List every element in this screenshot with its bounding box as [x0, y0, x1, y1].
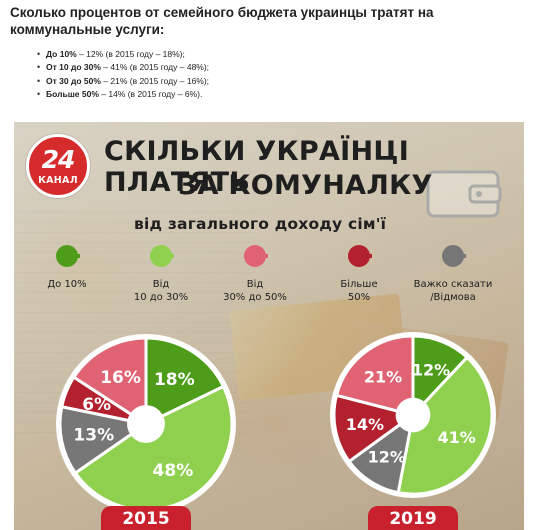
- pie-label: 18%: [154, 370, 195, 390]
- pie-slice: [73, 384, 234, 512]
- pie-slice: [71, 336, 148, 427]
- pie-label: 6%: [82, 395, 111, 415]
- legend-marker: [442, 245, 466, 267]
- list-item: До 10% – 12% (в 2015 году – 18%);: [37, 48, 524, 62]
- pie-center-hole: [127, 405, 165, 443]
- article-text: Сколько процентов от семейного бюджета у…: [0, 0, 534, 122]
- pie-chart-2015: 18% 48% 13% 6% 16%: [56, 334, 236, 514]
- pie-slice: [334, 334, 415, 417]
- pie-chart-2019: 12% 41% 12% 14% 21%: [330, 332, 496, 498]
- pie-label: 13%: [73, 426, 114, 446]
- legend-marker: [150, 245, 174, 267]
- pie-center-hole: [395, 397, 431, 433]
- pie-label: 41%: [437, 428, 475, 447]
- pie-slice: [332, 393, 417, 464]
- year-badge-2015: 2015: [101, 506, 191, 530]
- pie-label: 48%: [153, 461, 194, 481]
- article-heading: Сколько процентов от семейного бюджета у…: [10, 5, 434, 37]
- logo-text: КАНАЛ: [38, 175, 78, 186]
- wallet-icon: [426, 170, 502, 218]
- list-item: От 10 до 30% – 41% (в 2015 году – 48%);: [37, 61, 524, 75]
- pie-label: 12%: [368, 447, 406, 466]
- logo-number: 24: [41, 145, 76, 174]
- infographic: 24 КАНАЛ СКІЛЬКИ УКРАЇНЦІ ПЛАТЯТЬ ЗА КОМ…: [14, 122, 524, 530]
- legend-item: Від 30% до 50%: [210, 243, 300, 304]
- stats-list: До 10% – 12% (в 2015 году – 18%); От 10 …: [10, 48, 524, 102]
- legend-marker: [348, 245, 372, 267]
- legend-item: Більше 50%: [314, 243, 404, 304]
- list-item: Больше 50% – 14% (в 2015 году – 6%).: [37, 88, 524, 102]
- legend-label: Від 10 до 30%: [133, 279, 189, 303]
- list-item: От 30 до 50% – 21% (в 2015 году – 16%);: [37, 75, 524, 89]
- legend-label: Важко сказати /Відмова: [413, 279, 493, 303]
- legend-item: Важко сказати /Відмова: [408, 243, 498, 304]
- legend-item: Від 10 до 30%: [116, 243, 206, 304]
- pie-label: 14%: [346, 415, 384, 434]
- infographic-title-line2: ЗА КОМУНАЛКУ: [178, 170, 433, 201]
- legend-label: Більше 50%: [340, 279, 378, 303]
- legend-label: До 10%: [47, 279, 87, 290]
- legend-marker: [56, 245, 80, 267]
- pie-slice: [396, 355, 494, 496]
- infographic-title-line1: СКІЛЬКИ УКРАЇНЦІ ПЛАТЯТЬ: [104, 136, 410, 198]
- pie-slice: [144, 336, 226, 427]
- year-badge-2019: 2019: [368, 506, 458, 530]
- infographic-subtitle: від загального доходу сім'ї: [134, 215, 387, 233]
- pie-label: 16%: [100, 368, 141, 388]
- pie-label: 21%: [364, 367, 402, 386]
- legend-item: До 10%: [22, 243, 112, 291]
- channel-24-logo: 24 КАНАЛ: [26, 134, 90, 198]
- legend-marker: [244, 245, 268, 267]
- legend-label: Від 30% до 50%: [223, 279, 287, 303]
- pie-label: 12%: [412, 360, 450, 379]
